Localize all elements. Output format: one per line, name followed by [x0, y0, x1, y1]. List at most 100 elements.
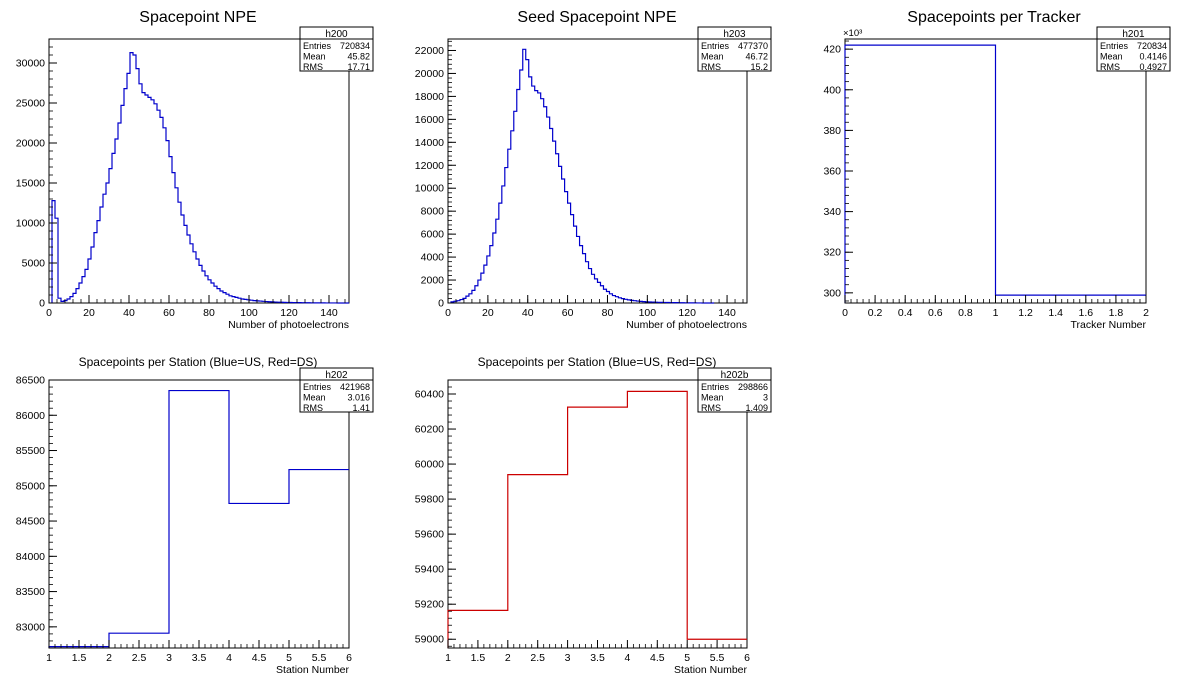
histogram-bin [592, 274, 595, 303]
histogram-bin [472, 290, 475, 303]
chart-title: Seed Spacepoint NPE [517, 9, 676, 26]
histogram-bin [64, 301, 67, 303]
y-tick-label: 380 [823, 125, 841, 137]
histogram-bin [151, 100, 154, 303]
histogram-bin [163, 128, 166, 303]
histogram-bin [639, 301, 642, 303]
stats-value-mean: 0.4146 [1139, 52, 1167, 62]
x-tick-label: 60 [562, 307, 574, 319]
histogram-bin [583, 254, 586, 303]
histogram-bin [460, 300, 463, 303]
stats-value-entries: 720834 [1137, 41, 1167, 51]
y-tick-label: 320 [823, 247, 841, 259]
histogram-bin [70, 297, 73, 303]
y-tick-label: 20000 [16, 138, 45, 150]
x-tick-label: 2.5 [132, 652, 147, 664]
histogram-bin [274, 302, 277, 303]
x-tick-label: 120 [280, 307, 298, 319]
stats-label-mean: Mean [303, 52, 326, 62]
histogram-bin [612, 296, 615, 303]
histogram-bin [633, 301, 636, 303]
histogram-bin [193, 252, 196, 303]
x-tick-label: 0.8 [958, 307, 973, 319]
stats-value-rms: 17.71 [347, 62, 370, 72]
histogram-pad-h202: Spacepoints per Station (Blue=US, Red=DS… [16, 355, 373, 676]
stats-value-entries: 421968 [340, 382, 370, 392]
x-tick-label: 0.4 [898, 307, 913, 319]
x-tick-label: 6 [744, 652, 750, 664]
histogram-bin [642, 302, 645, 303]
histogram-bin [244, 299, 247, 303]
stats-hist-name: h200 [325, 29, 348, 40]
stats-label-rms: RMS [701, 62, 721, 72]
histogram-bin [115, 139, 118, 303]
y-tick-label: 0 [39, 298, 45, 310]
x-tick-label: 1.8 [1109, 307, 1124, 319]
y-tick-label: 22000 [415, 45, 444, 57]
stats-value-mean: 46.72 [745, 52, 768, 62]
y-tick-label: 5000 [22, 258, 46, 270]
x-tick-label: 1.4 [1048, 307, 1063, 319]
histogram-bin [58, 298, 61, 303]
y-tick-label: 340 [823, 206, 841, 218]
histogram-bin [196, 259, 199, 303]
y-tick-label: 86000 [16, 410, 45, 422]
histogram-bin [475, 286, 478, 303]
histogram-bin [229, 296, 232, 303]
y-tick-label: 8000 [421, 206, 445, 218]
x-axis-label: Station Number [674, 664, 747, 676]
histogram-bin [169, 157, 172, 303]
histogram-bin [187, 235, 190, 303]
histogram-bin [636, 301, 639, 303]
x-tick-label: 1.5 [471, 652, 486, 664]
histogram-bin [627, 300, 630, 303]
stats-label-mean: Mean [701, 52, 724, 62]
y-tick-label: 59400 [415, 564, 444, 576]
histogram-bin [214, 286, 217, 303]
histogram-bin [598, 282, 601, 303]
y-tick-label: 85500 [16, 445, 45, 457]
histogram-bin [648, 302, 651, 303]
y-tick-label: 60200 [415, 424, 444, 436]
y-tick-label: 12000 [415, 160, 444, 172]
histogram-bin [621, 299, 624, 303]
histogram-bin [630, 300, 633, 303]
histogram-bin [499, 203, 502, 303]
histogram-bin [157, 110, 160, 303]
histogram-bin [235, 297, 238, 303]
stats-value-entries: 720834 [340, 41, 370, 51]
histogram-bin [603, 289, 606, 303]
y-tick-label: 20000 [415, 68, 444, 80]
histogram-bin [154, 104, 157, 303]
histogram-bin [217, 289, 220, 303]
stats-label-entries: Entries [701, 382, 730, 392]
histogram-bin [133, 55, 136, 303]
histogram-bin [541, 99, 544, 303]
histogram-bin [490, 246, 493, 303]
stats-label-entries: Entries [1100, 41, 1129, 51]
stats-value-rms: 0.4927 [1139, 62, 1167, 72]
y-tick-label: 360 [823, 166, 841, 178]
histogram-bin [484, 265, 487, 303]
x-tick-label: 60 [163, 307, 175, 319]
histogram-bin [94, 233, 97, 303]
y-tick-label: 420 [823, 44, 841, 56]
histogram-bin [148, 97, 151, 303]
histogram-bin [609, 294, 612, 303]
histogram-bin [265, 302, 268, 303]
x-tick-label: 100 [240, 307, 258, 319]
y-tick-label: 400 [823, 84, 841, 96]
y-tick-label: 83000 [16, 621, 45, 633]
histogram-bin [91, 247, 94, 303]
histogram-bin [550, 129, 553, 303]
histogram-bin [181, 215, 184, 303]
histogram-bin [67, 299, 70, 303]
x-tick-label: 140 [718, 307, 736, 319]
x-tick-label: 100 [639, 307, 657, 319]
histogram-bin [627, 391, 687, 648]
histogram-bin [502, 186, 505, 303]
x-tick-label: 0.6 [928, 307, 943, 319]
x-tick-label: 1 [993, 307, 999, 319]
